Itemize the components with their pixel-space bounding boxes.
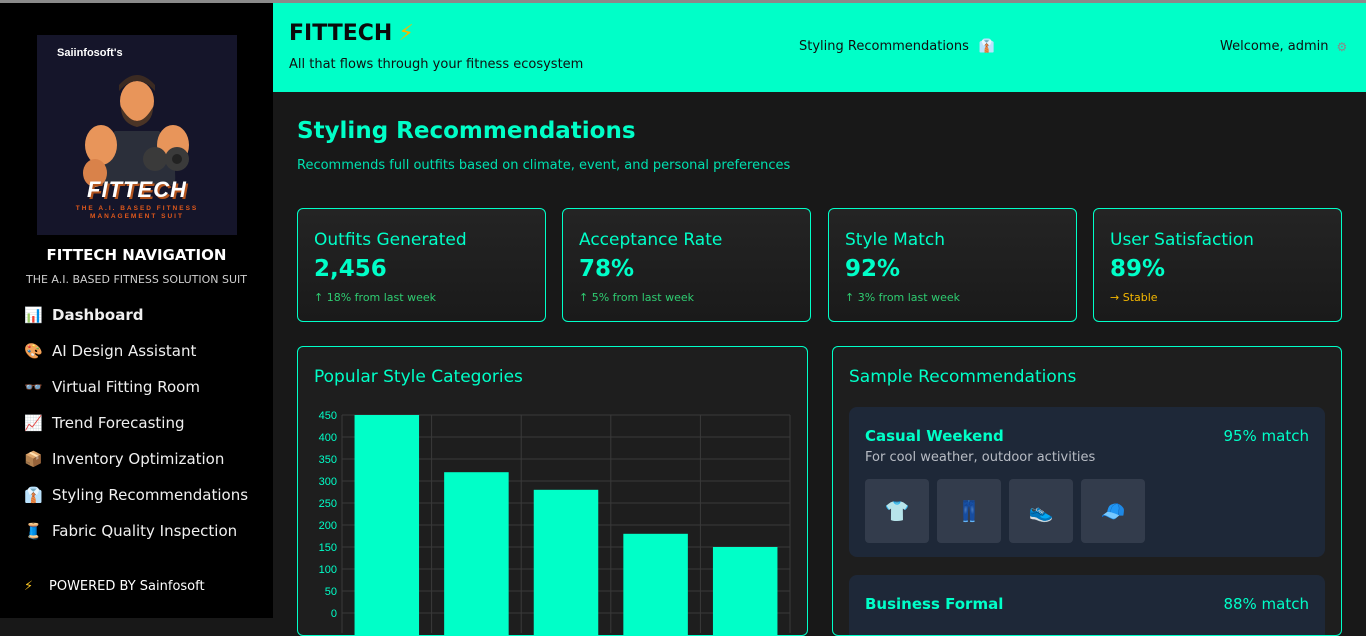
recommendation-card[interactable]: Casual Weekend 95% match For cool weathe… — [849, 407, 1325, 557]
package-icon: 📦 — [24, 450, 43, 468]
panel-title: Popular Style Categories — [314, 367, 523, 387]
stat-label: User Satisfaction — [1110, 230, 1254, 250]
y-tick-label: 100 — [319, 564, 337, 576]
y-tick-label: 300 — [319, 476, 337, 488]
sidebar-item-label: Virtual Fitting Room — [52, 378, 200, 396]
stat-card-style-match: Style Match 92% ↑ 3% from last week — [828, 208, 1077, 322]
bolt-icon: ⚡ — [398, 21, 414, 46]
stat-card-acceptance-rate: Acceptance Rate 78% ↑ 5% from last week — [562, 208, 811, 322]
stat-value: 89% — [1110, 256, 1166, 282]
sidebar-item-ai-design-assistant[interactable]: 🎨 AI Design Assistant — [24, 337, 196, 365]
sidebar: Saiinfosoft's FITTECH THE A.I. BASED FIT… — [0, 3, 273, 618]
stat-change: ↑ 18% from last week — [314, 291, 436, 304]
y-tick-label: 400 — [319, 432, 337, 444]
shirt-icon: 👔 — [978, 39, 996, 54]
fittech-logo: Saiinfosoft's FITTECH THE A.I. BASED FIT… — [37, 35, 237, 235]
y-tick-label: 150 — [319, 542, 337, 554]
recommendation-card[interactable]: Business Formal 88% match — [849, 575, 1325, 635]
stat-value: 92% — [845, 256, 901, 282]
main-content: Styling Recommendations Recommends full … — [273, 92, 1366, 636]
y-tick-label: 250 — [319, 498, 337, 510]
jeans-icon[interactable]: 👖 — [937, 479, 1001, 543]
panel-title: Sample Recommendations — [849, 367, 1077, 387]
sidebar-item-label: Styling Recommendations — [52, 486, 249, 504]
sidebar-item-label: Dashboard — [52, 306, 144, 324]
powered-by-label: POWERED BY Sainfosoft — [49, 579, 205, 594]
stat-value: 2,456 — [314, 256, 387, 282]
page-title: Styling Recommendations — [297, 118, 636, 144]
recommendation-description: For cool weather, outdoor activities — [865, 450, 1096, 465]
cap-icon[interactable]: 🧢 — [1081, 479, 1145, 543]
palette-icon: 🎨 — [24, 342, 43, 360]
sidebar-item-styling-recommendations[interactable]: 👔 Styling Recommendations — [24, 481, 248, 509]
stat-label: Acceptance Rate — [579, 230, 723, 250]
bar[interactable] — [623, 533, 688, 636]
y-tick-label: 450 — [319, 410, 337, 422]
glasses-icon: 👓 — [24, 378, 43, 396]
stat-change: ↑ 3% from last week — [845, 291, 960, 304]
sidebar-item-inventory-optimization[interactable]: 📦 Inventory Optimization — [24, 445, 224, 473]
brand-tagline: All that flows through your fitness ecos… — [289, 57, 584, 72]
window-top-strip — [0, 0, 1366, 3]
powered-by: ⚡ POWERED BY Sainfosoft — [24, 579, 205, 594]
tshirt-icon[interactable]: 👕 — [865, 479, 929, 543]
bar[interactable] — [712, 547, 778, 636]
recommendation-name: Casual Weekend — [865, 427, 1004, 445]
top-header: FITTECH ⚡ All that flows through your fit… — [273, 3, 1366, 92]
stat-change: → Stable — [1110, 291, 1158, 304]
sidebar-item-fabric-quality-inspection[interactable]: 🧵 Fabric Quality Inspection — [24, 517, 237, 545]
stat-value: 78% — [579, 256, 635, 282]
stat-card-outfits-generated: Outfits Generated 2,456 ↑ 18% from last … — [297, 208, 546, 322]
logo-name: FITTECH — [87, 177, 187, 202]
recommendation-name: Business Formal — [865, 595, 1004, 613]
stat-change: ↑ 5% from last week — [579, 291, 694, 304]
sidebar-item-dashboard[interactable]: 📊 Dashboard — [24, 301, 143, 329]
stat-label: Outfits Generated — [314, 230, 467, 250]
brand-name: FITTECH — [289, 21, 393, 46]
trend-icon: 📈 — [24, 414, 43, 432]
recommendation-match: 88% match — [1223, 595, 1309, 613]
bar[interactable] — [533, 489, 599, 636]
page-description: Recommends full outfits based on climate… — [297, 158, 791, 173]
y-tick-label: 0 — [331, 608, 337, 620]
sample-recommendations-panel: Sample Recommendations Casual Weekend 95… — [832, 346, 1342, 636]
sidebar-item-label: Fabric Quality Inspection — [52, 522, 238, 540]
user-menu[interactable]: Welcome, admin ⚙ — [1220, 39, 1347, 54]
sidebar-item-label: Trend Forecasting — [52, 414, 185, 432]
bolt-icon: ⚡ — [24, 579, 34, 594]
gear-icon[interactable]: ⚙ — [1336, 39, 1348, 54]
y-tick-label: 350 — [319, 454, 337, 466]
sneaker-icon[interactable]: 👟 — [1009, 479, 1073, 543]
y-tick-label: 50 — [325, 586, 337, 598]
sidebar-item-label: AI Design Assistant — [52, 342, 197, 360]
sidebar-item-label: Inventory Optimization — [52, 450, 225, 468]
recommendation-match: 95% match — [1223, 427, 1309, 445]
bar-chart: 0 50 100 150 200 250 300 350 400 450 — [319, 410, 791, 636]
chart-icon: 📊 — [24, 306, 43, 324]
current-page-indicator: Styling Recommendations 👔 — [799, 39, 995, 54]
sidebar-item-virtual-fitting-room[interactable]: 👓 Virtual Fitting Room — [24, 373, 200, 401]
y-tick-label: 200 — [319, 520, 337, 532]
bar[interactable] — [354, 415, 420, 636]
stat-card-user-satisfaction: User Satisfaction 89% → Stable — [1093, 208, 1342, 322]
nav-subtitle: THE A.I. BASED FITNESS SOLUTION SUIT — [25, 273, 248, 286]
current-page-label: Styling Recommendations — [799, 39, 969, 54]
welcome-label: Welcome, admin — [1220, 39, 1329, 54]
stat-label: Style Match — [845, 230, 945, 250]
brand-title: FITTECH ⚡ — [289, 21, 414, 46]
logo-tagline: THE A.I. BASED FITNESS MANAGEMENT SUIT — [75, 205, 199, 220]
outfit-pieces: 👕 👖 👟 🧢 — [865, 479, 1145, 543]
thread-icon: 🧵 — [24, 522, 43, 540]
sidebar-item-trend-forecasting[interactable]: 📈 Trend Forecasting — [24, 409, 185, 437]
nav-title: FITTECH NAVIGATION — [46, 246, 227, 264]
logo-brand: Saiinfosoft's — [57, 47, 123, 59]
shirt-icon: 👔 — [24, 486, 43, 504]
popular-style-categories-panel: Popular Style Categories 0 50 100 150 200 250… — [297, 346, 808, 636]
bar[interactable] — [444, 472, 509, 636]
